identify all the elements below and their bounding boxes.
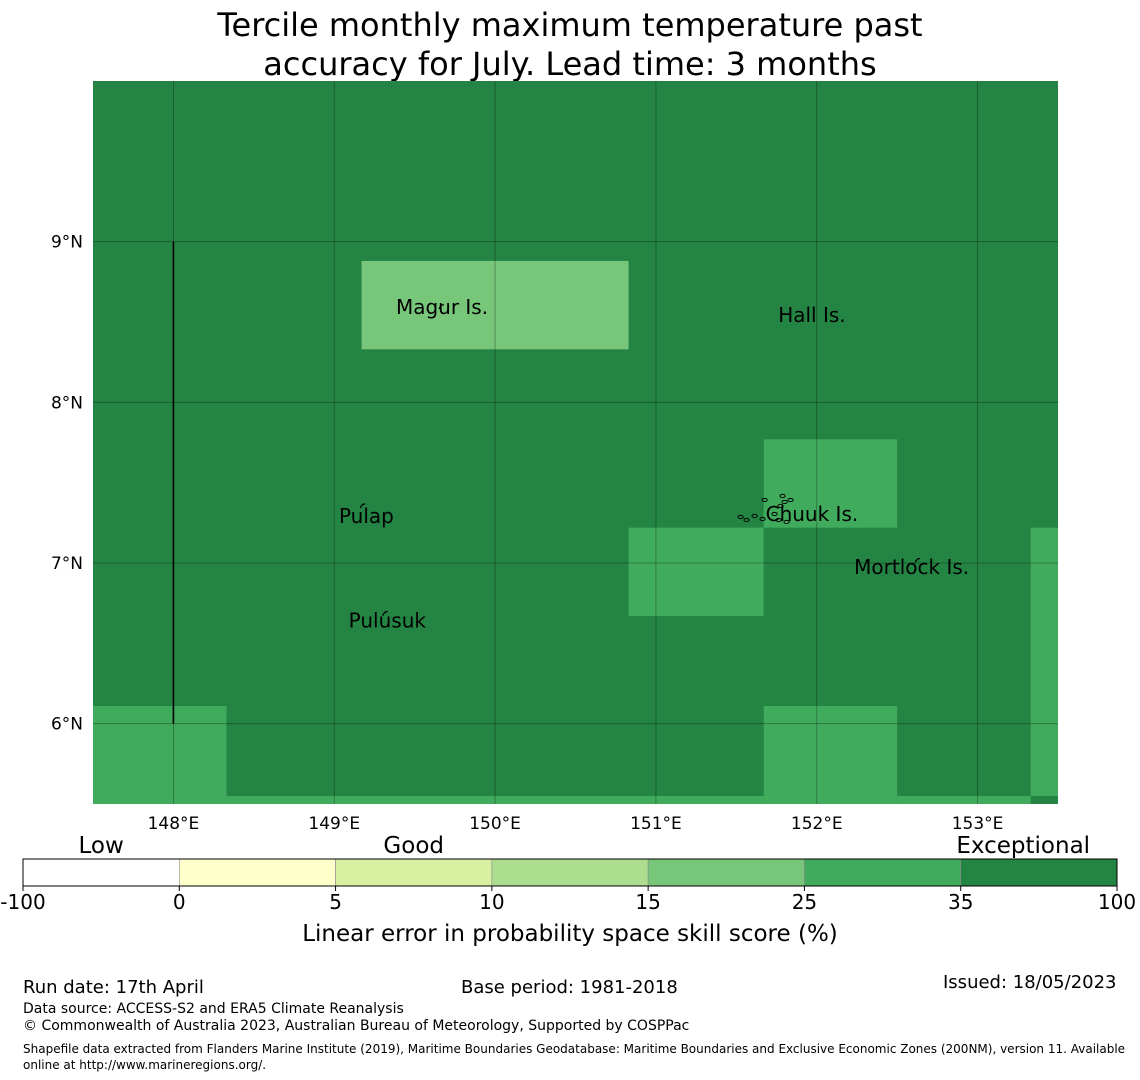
island-outline bbox=[743, 517, 750, 523]
colorbar-axis-label: Linear error in probability space skill … bbox=[302, 921, 838, 947]
island-outline bbox=[382, 611, 388, 617]
island-outline bbox=[787, 497, 794, 503]
skill-cell-7 bbox=[897, 795, 1031, 804]
lat-tick-label: 9°N bbox=[51, 233, 83, 253]
colorbar-tick-label: 10 bbox=[479, 890, 504, 914]
lon-tick-label: 150°E bbox=[469, 814, 521, 834]
skill-cell-3 bbox=[1030, 527, 1058, 796]
colorbar-segment bbox=[335, 858, 493, 887]
lat-tick-label: 6°N bbox=[51, 715, 83, 735]
skill-cell-6 bbox=[763, 705, 898, 804]
island-outline bbox=[914, 558, 921, 564]
lon-tick-label: 149°E bbox=[308, 814, 360, 834]
island-outline bbox=[783, 519, 790, 525]
island-outline bbox=[777, 503, 784, 509]
colorbar-tick-label: 35 bbox=[948, 890, 973, 914]
colorbar-category-label: Exceptional bbox=[956, 833, 1090, 859]
island-outline bbox=[759, 516, 766, 522]
island-outline bbox=[737, 514, 744, 520]
skill-cell-2 bbox=[628, 527, 764, 617]
map-background bbox=[93, 81, 1058, 804]
colorbar-segment bbox=[804, 858, 962, 887]
colorbar-frame bbox=[22, 858, 1118, 887]
colorbar-tick-label: -100 bbox=[0, 890, 45, 914]
colorbar-tick-label: 0 bbox=[173, 890, 186, 914]
map-figure: Magur Is. Hall Is. Pulap Chuuk Is. Mortlock … bbox=[0, 81, 1136, 947]
colorbar-category-label: Low bbox=[78, 833, 123, 859]
colorbar-tick-label: 25 bbox=[792, 890, 817, 914]
colorbar-tick-label: 100 bbox=[1098, 890, 1136, 914]
lat-tick-label: 7°N bbox=[51, 554, 83, 574]
lon-tick-label: 148°E bbox=[148, 814, 200, 834]
data-source: Data source: ACCESS-S2 and ERA5 Climate … bbox=[23, 1001, 404, 1017]
colorbar-segment bbox=[647, 858, 805, 887]
island-outline bbox=[359, 503, 366, 509]
colorbar-segment bbox=[960, 858, 1118, 887]
island-outline bbox=[751, 513, 758, 519]
lon-tick-label: 153°E bbox=[952, 814, 1004, 834]
place-label: Mortlock Is. bbox=[854, 555, 969, 579]
issued-date: Issued: 18/05/2023 bbox=[943, 972, 1117, 993]
place-label: Pulusuk bbox=[349, 608, 427, 632]
island-outline bbox=[771, 511, 778, 517]
map-title-line-2: accuracy for July. Lead time: 3 months bbox=[263, 45, 877, 83]
place-label: Pulap bbox=[339, 504, 394, 528]
island-outline bbox=[438, 304, 445, 310]
skill-cell-1 bbox=[763, 439, 898, 528]
colorbar-category-label: Good bbox=[383, 833, 444, 859]
island-outline bbox=[761, 497, 768, 503]
base-period: Base period: 1981-2018 bbox=[461, 977, 678, 998]
island-outline bbox=[775, 517, 782, 523]
colorbar-tick-label: 15 bbox=[635, 890, 660, 914]
skill-cell-0 bbox=[361, 260, 629, 350]
island-outline bbox=[779, 493, 786, 499]
place-label: Hall Is. bbox=[778, 303, 845, 327]
lat-tick-label: 8°N bbox=[51, 393, 83, 413]
colorbar-segment bbox=[178, 858, 336, 887]
run-date: Run date: 17th April bbox=[23, 977, 204, 998]
skill-cell-5 bbox=[226, 795, 764, 804]
lon-tick-label: 151°E bbox=[630, 814, 682, 834]
place-label: Magur Is. bbox=[396, 295, 488, 319]
copyright-notice: © Commonwealth of Australia 2023, Austra… bbox=[23, 1018, 690, 1034]
colorbar-tick-label: 5 bbox=[329, 890, 342, 914]
lon-tick-label: 152°E bbox=[791, 814, 843, 834]
skill-cell-4 bbox=[93, 705, 227, 804]
shapefile-credit: Shapefile data extracted from Flanders M… bbox=[23, 1042, 1126, 1072]
island-outline bbox=[781, 499, 788, 505]
colorbar-segment bbox=[491, 858, 649, 887]
map-title-line-1: Tercile monthly maximum temperature past bbox=[217, 6, 923, 44]
colorbar-segment bbox=[22, 858, 180, 887]
place-label: Chuuk Is. bbox=[766, 502, 859, 526]
